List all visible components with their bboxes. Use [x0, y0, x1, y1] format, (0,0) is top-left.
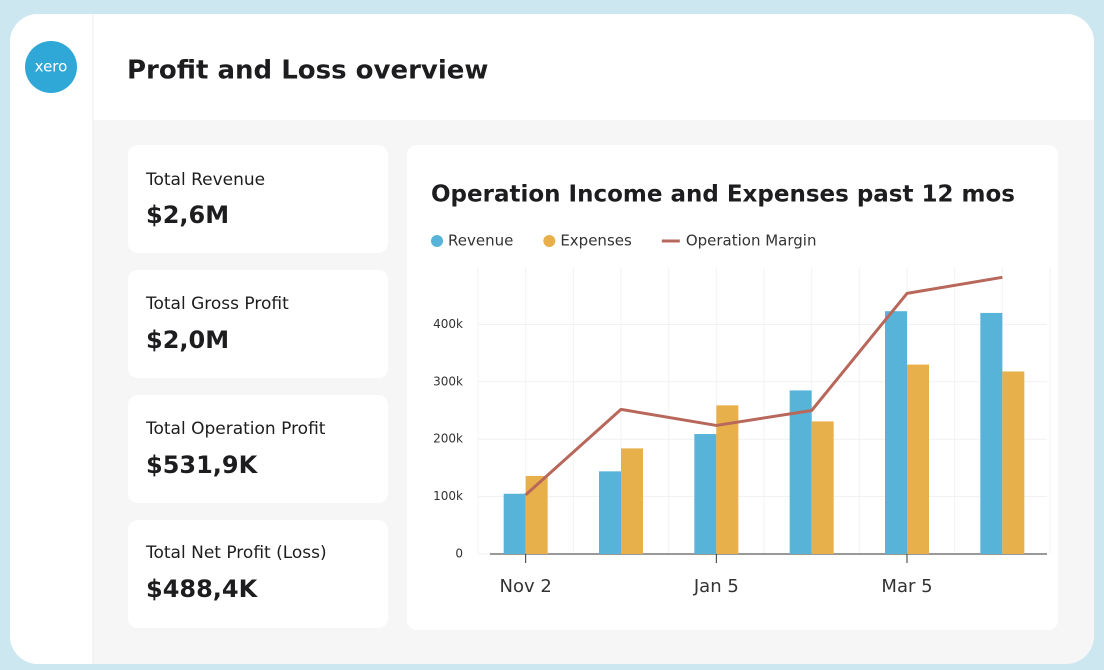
logo[interactable] — [25, 41, 77, 93]
bar — [525, 475, 548, 554]
bar — [694, 434, 717, 554]
kpi-value: $488,4K — [146, 575, 259, 603]
y-tick-label: 300k — [433, 374, 463, 388]
legend-label: Expenses — [560, 232, 632, 250]
y-tick-label: 200k — [433, 432, 463, 446]
y-tick-label: 100k — [433, 489, 463, 503]
kpi-label: Total Gross Profit — [145, 294, 289, 314]
kpi-label: Total Revenue — [145, 170, 265, 190]
kpi-card — [128, 270, 388, 378]
legend-swatch — [543, 235, 556, 247]
x-tick-label: Jan 5 — [693, 576, 739, 597]
kpi-card — [128, 395, 388, 503]
chrome — [10, 14, 1094, 664]
line — [524, 275, 1003, 496]
bar — [621, 448, 643, 554]
chart: 0 100k 200k 300k 400k Nov 2 Jan 5 Mar 5 Revenue E… — [431, 232, 1051, 597]
bar — [885, 311, 907, 554]
bar — [789, 390, 812, 554]
kpi-label: Total Operation Profit — [145, 419, 326, 439]
bar — [599, 471, 621, 554]
kpi-card — [128, 520, 388, 628]
legend-swatch — [431, 235, 443, 247]
x-tick-label: Mar 5 — [881, 576, 932, 597]
bar — [503, 493, 526, 554]
page-title: Profit and Loss overview — [127, 56, 488, 86]
kpi-value: $2,0M — [146, 326, 229, 354]
bar — [907, 364, 929, 554]
kpi-label: Total Net Profit (Loss) — [145, 543, 327, 563]
bar — [811, 421, 834, 554]
y-tick-label: 400k — [433, 317, 463, 331]
chart-title: Operation Income and Expenses past 12 mo… — [431, 182, 1015, 208]
bar — [980, 312, 1003, 554]
kpi-value: $531,9K — [146, 451, 259, 479]
bar — [1002, 371, 1025, 554]
kpi-card — [128, 145, 388, 253]
legend-label: Revenue — [448, 232, 513, 250]
bar — [716, 405, 739, 554]
logo-text: xero — [35, 58, 68, 76]
x-tick-label: Nov 2 — [500, 576, 552, 597]
legend-label: Operation Margin — [686, 232, 817, 250]
kpi-value: $2,6M — [146, 201, 229, 229]
chart-card — [407, 145, 1058, 630]
y-tick-label: 0 — [455, 547, 463, 561]
